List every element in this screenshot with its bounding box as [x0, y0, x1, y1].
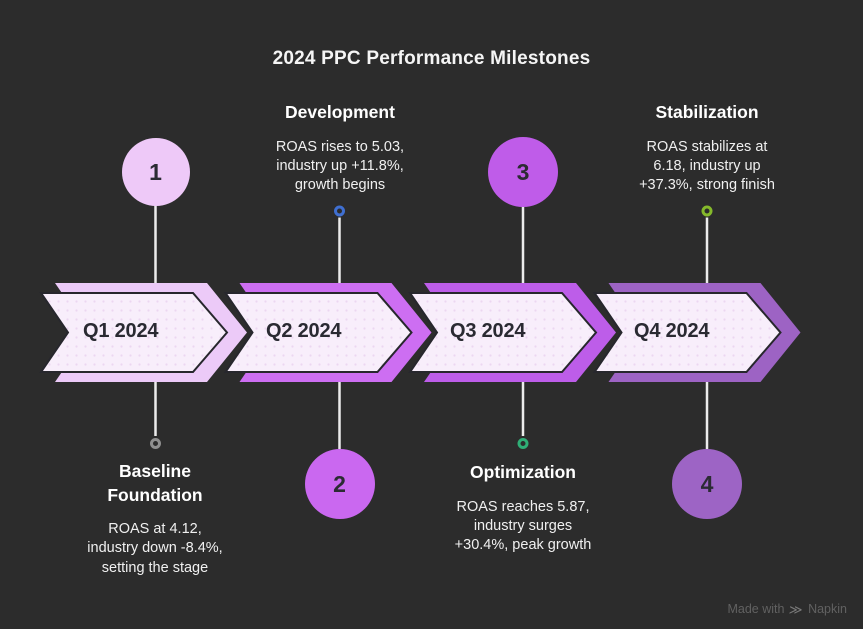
milestone-number-3: 3	[516, 158, 530, 185]
quarter-label-q4: Q4 2024	[634, 320, 710, 342]
milestone-number-1: 1	[149, 158, 162, 185]
milestone-circle-4: 4	[672, 449, 742, 519]
milestone-heading-1: Baseline Foundation	[107, 461, 203, 505]
arrow-front-q3	[408, 292, 598, 373]
milestone-heading-4: Stabilization	[655, 102, 759, 122]
milestone-circle-3: 3	[488, 137, 558, 207]
watermark-prefix: Made with	[727, 602, 785, 616]
connector-dot-2	[334, 205, 345, 217]
connector-dot-4	[701, 205, 713, 217]
milestone-number-2: 2	[333, 470, 346, 497]
quarter-label-q3: Q3 2024	[450, 320, 526, 342]
milestone-text-4: Stabilization ROAS stabilizes at 6.18, i…	[607, 101, 807, 195]
milestone-text-2: Development ROAS rises to 5.03, industry…	[240, 101, 440, 195]
quarter-label-q2: Q2 2024	[266, 320, 342, 342]
milestone-description-2: ROAS rises to 5.03, industry up +11.8%, …	[275, 138, 405, 193]
connector-dot-1	[150, 438, 161, 449]
milestone-circle-1: 1	[121, 138, 190, 206]
milestone-description-3: ROAS reaches 5.87, industry surges +30.4…	[454, 498, 592, 553]
milestone-number-4: 4	[700, 470, 714, 497]
diagram-title: 2024 PPC Performance Milestones	[272, 48, 591, 69]
arrow-front-q4	[592, 292, 782, 373]
milestone-description-1: ROAS at 4.12, industry down -8.4%, setti…	[87, 521, 223, 576]
milestone-heading-3: Optimization	[470, 462, 576, 482]
milestone-description-4: ROAS stabilizes at 6.18, industry up +37…	[639, 138, 775, 193]
connector-dot-3	[517, 438, 529, 449]
milestone-circle-2: 2	[304, 449, 375, 519]
milestone-text-1: Baseline Foundation ROAS at 4.12, indust…	[55, 460, 255, 578]
arrow-front-q1	[39, 292, 229, 373]
arrow-front-q2	[223, 292, 413, 373]
milestone-text-3: Optimization ROAS reaches 5.87, industry…	[423, 461, 623, 555]
watermark: Made with ≫ Napkin	[727, 601, 847, 617]
milestone-heading-2: Development	[285, 102, 395, 122]
quarter-label-q1: Q1 2024	[83, 320, 159, 342]
napkin-logo-icon: ≫	[788, 601, 804, 617]
watermark-brand: Napkin	[808, 602, 847, 616]
